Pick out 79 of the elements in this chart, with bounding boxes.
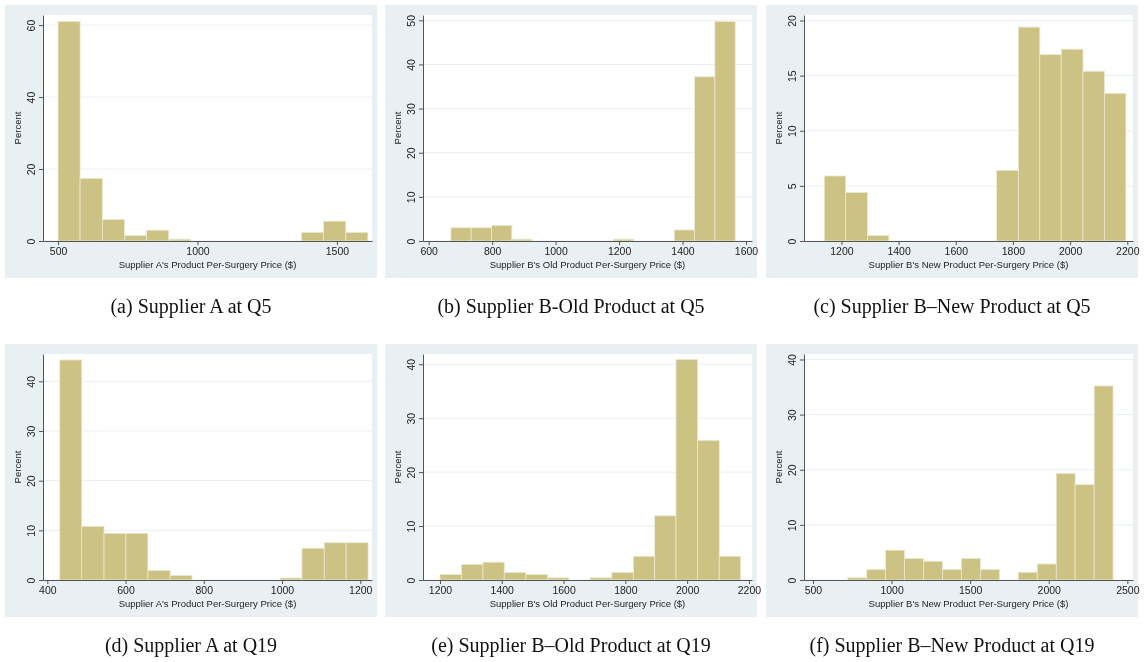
x-tick-label: 1000 — [270, 584, 295, 597]
x-tick-label: 1000 — [544, 245, 568, 258]
y-tick-label: 40 — [25, 91, 37, 104]
x-tick-label: 1600 — [944, 245, 969, 258]
y-tick-label: 30 — [405, 103, 417, 115]
y-tick-label: 20 — [25, 163, 37, 176]
x-tick-label: 1200 — [607, 245, 632, 258]
x-tick-label: 1500 — [958, 584, 983, 597]
x-tick-label: 1000 — [186, 245, 210, 258]
x-tick-label: 1800 — [1001, 245, 1026, 258]
x-tick-label: 2000 — [1037, 584, 1062, 597]
y-tick-label: 40 — [405, 58, 417, 71]
x-tick-label: 500 — [804, 584, 823, 597]
x-axis-title: Supplier B's Old Product Per-Surgery Price ($) — [489, 598, 686, 609]
y-tick-label: 15 — [786, 70, 798, 82]
x-tick-label: 2000 — [1058, 245, 1083, 258]
x-axis-title: Supplier A's Product Per-Surgery Price ($) — [118, 259, 297, 270]
y-tick-label: 10 — [405, 191, 417, 204]
x-tick-label: 1200 — [830, 245, 854, 258]
x-tick-label: 2200 — [1116, 245, 1140, 258]
x-tick-label: 1400 — [671, 245, 695, 258]
y-tick-label: 50 — [405, 14, 417, 27]
y-tick-label: 30 — [786, 409, 798, 421]
x-tick-label: 1800 — [614, 584, 638, 597]
y-tick-label: 40 — [786, 354, 798, 366]
y-tick-label: 20 — [786, 15, 798, 27]
x-tick-label: 1600 — [552, 584, 576, 597]
x-tick-label: 1400 — [887, 245, 911, 258]
y-tick-label: 10 — [786, 125, 798, 138]
y-tick-label: 40 — [25, 375, 37, 388]
y-tick-label: 0 — [786, 238, 798, 245]
x-tick-label: 400 — [39, 584, 57, 597]
x-tick-label: 600 — [117, 584, 135, 597]
y-tick-label: 20 — [405, 147, 417, 160]
x-tick-label: 1500 — [325, 245, 350, 258]
y-axis-title: Percent — [773, 450, 784, 484]
x-tick-label: 800 — [483, 245, 502, 258]
y-axis-title: Percent — [12, 450, 23, 484]
x-tick-label: 2500 — [1116, 584, 1140, 597]
y-axis-title: Percent — [773, 111, 784, 145]
x-tick-label: 1200 — [428, 584, 453, 597]
x-tick-label: 500 — [49, 245, 68, 258]
x-tick-label: 600 — [420, 245, 439, 258]
y-tick-label: 60 — [25, 19, 37, 32]
y-tick-label: 0 — [405, 238, 417, 245]
text: (e) Supplier B–Old Product at Q19 — [431, 634, 711, 657]
text: (f) Supplier B–New Product at Q19 — [809, 634, 1095, 657]
y-tick-label: 10 — [405, 520, 417, 533]
x-tick-label: 1200 — [349, 584, 373, 597]
text: (c) Supplier B–New Product at Q5 — [813, 295, 1091, 318]
y-tick-label: 20 — [405, 466, 417, 479]
x-tick-label: 1400 — [490, 584, 515, 597]
y-tick-label: 5 — [786, 183, 798, 190]
x-axis-title: Supplier A's Product Per-Surgery Price ($) — [118, 598, 297, 609]
x-axis-title: Supplier B's New Product Per-Surgery Price ($) — [868, 259, 1069, 270]
y-axis-title: Percent — [12, 111, 23, 145]
y-tick-label: 0 — [786, 577, 798, 584]
x-tick-label: 800 — [195, 584, 214, 597]
text: (a) Supplier A at Q5 — [110, 295, 272, 318]
y-tick-label: 40 — [405, 358, 417, 371]
x-tick-label: 2200 — [737, 584, 762, 597]
x-tick-label: 1000 — [880, 584, 904, 597]
y-tick-label: 0 — [25, 238, 37, 245]
x-tick-label: 1600 — [734, 245, 759, 258]
y-tick-label: 10 — [786, 519, 798, 532]
y-tick-label: 30 — [25, 425, 37, 438]
y-tick-label: 10 — [25, 524, 37, 537]
text: (d) Supplier A at Q19 — [104, 634, 278, 657]
x-axis-title: Supplier B's Old Product Per-Surgery Price ($) — [489, 259, 686, 270]
y-axis-title: Percent — [392, 450, 403, 484]
x-axis-title: Supplier B's New Product Per-Surgery Price ($) — [868, 598, 1069, 609]
text: (b) Supplier B-Old Product at Q5 — [437, 295, 705, 318]
y-tick-label: 20 — [786, 464, 798, 477]
y-tick-label: 0 — [405, 577, 417, 584]
y-tick-label: 20 — [25, 475, 37, 487]
y-tick-label: 0 — [25, 577, 37, 584]
y-axis-title: Percent — [392, 111, 403, 145]
y-tick-label: 30 — [405, 412, 417, 425]
x-tick-label: 2000 — [675, 584, 700, 597]
